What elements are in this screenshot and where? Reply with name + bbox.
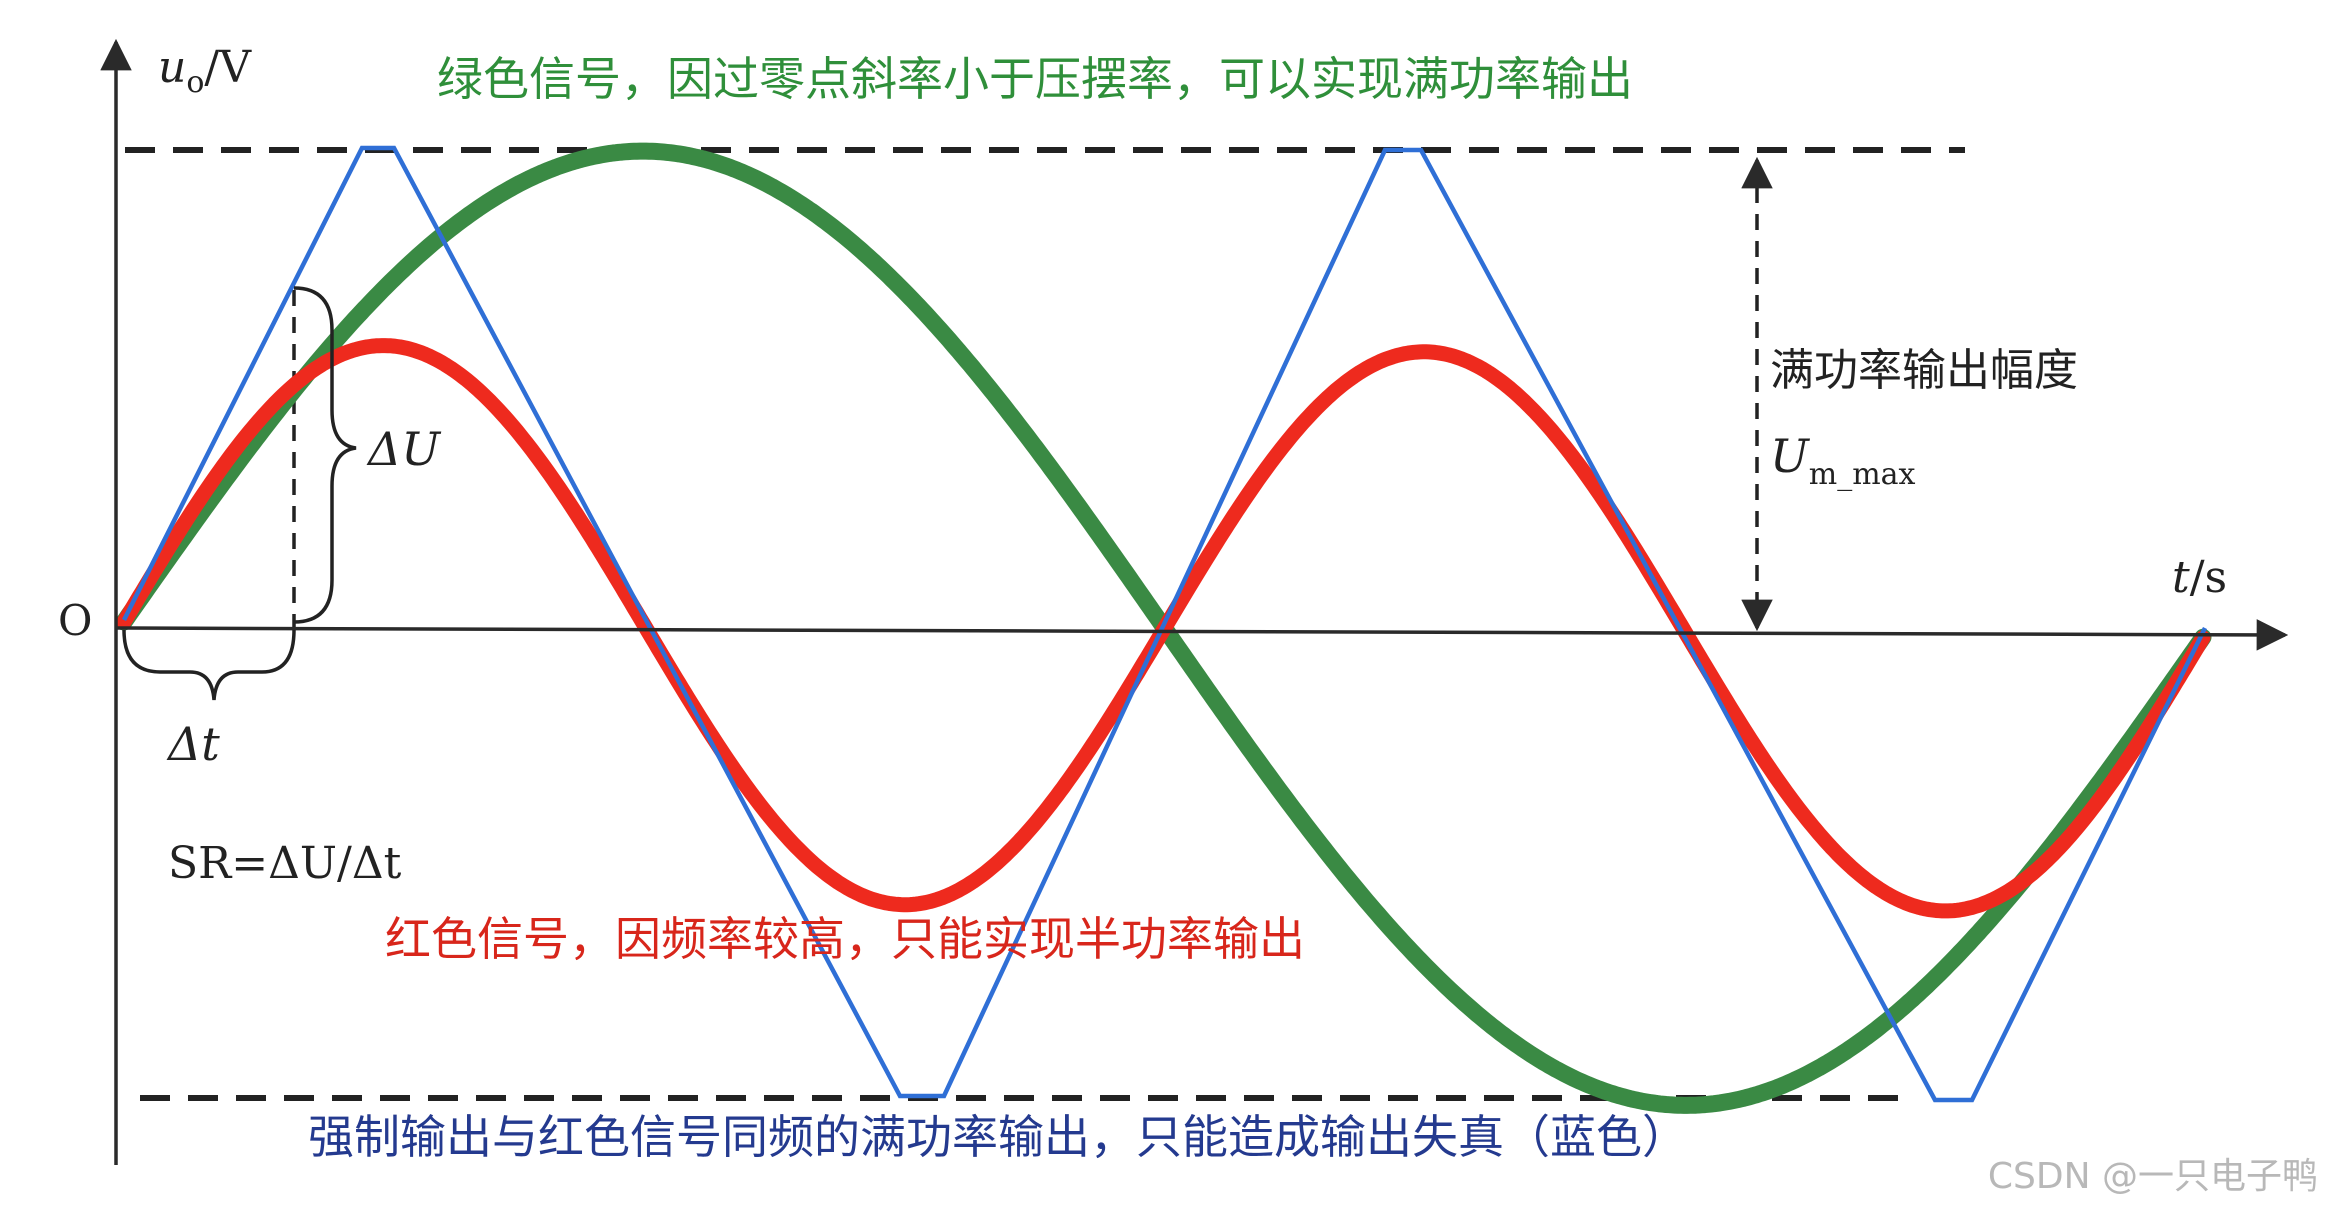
delta-u-brace [293, 286, 357, 624]
y-axis-label: uo/V [158, 42, 252, 100]
origin-label: O [58, 596, 92, 645]
red-signal-note: 红色信号，因频率较高，只能实现半功率输出 [385, 912, 1305, 966]
watermark: CSDN @一只电子鸭 [1988, 1156, 2318, 1197]
amplitude-symbol: Um_max [1770, 429, 1916, 492]
x-axis-label: t/s [2172, 552, 2227, 603]
slew-rate-formula: SR=ΔU/Δt [168, 838, 402, 889]
green-signal-note: 绿色信号，因过零点斜率小于压摆率，可以实现满功率输出 [437, 52, 1633, 106]
delta-t-brace [122, 629, 296, 701]
blue-signal-note: 强制输出与红色信号同频的满功率输出，只能造成输出失真（蓝色） [308, 1110, 1688, 1164]
delta-t-label: Δt [166, 717, 220, 771]
delta-u-label: ΔU [366, 422, 442, 476]
blue-distorted-wave [121, 145, 2208, 1103]
x-axis [115, 619, 2289, 651]
amplitude-label: 满功率输出幅度 [1770, 345, 2078, 396]
